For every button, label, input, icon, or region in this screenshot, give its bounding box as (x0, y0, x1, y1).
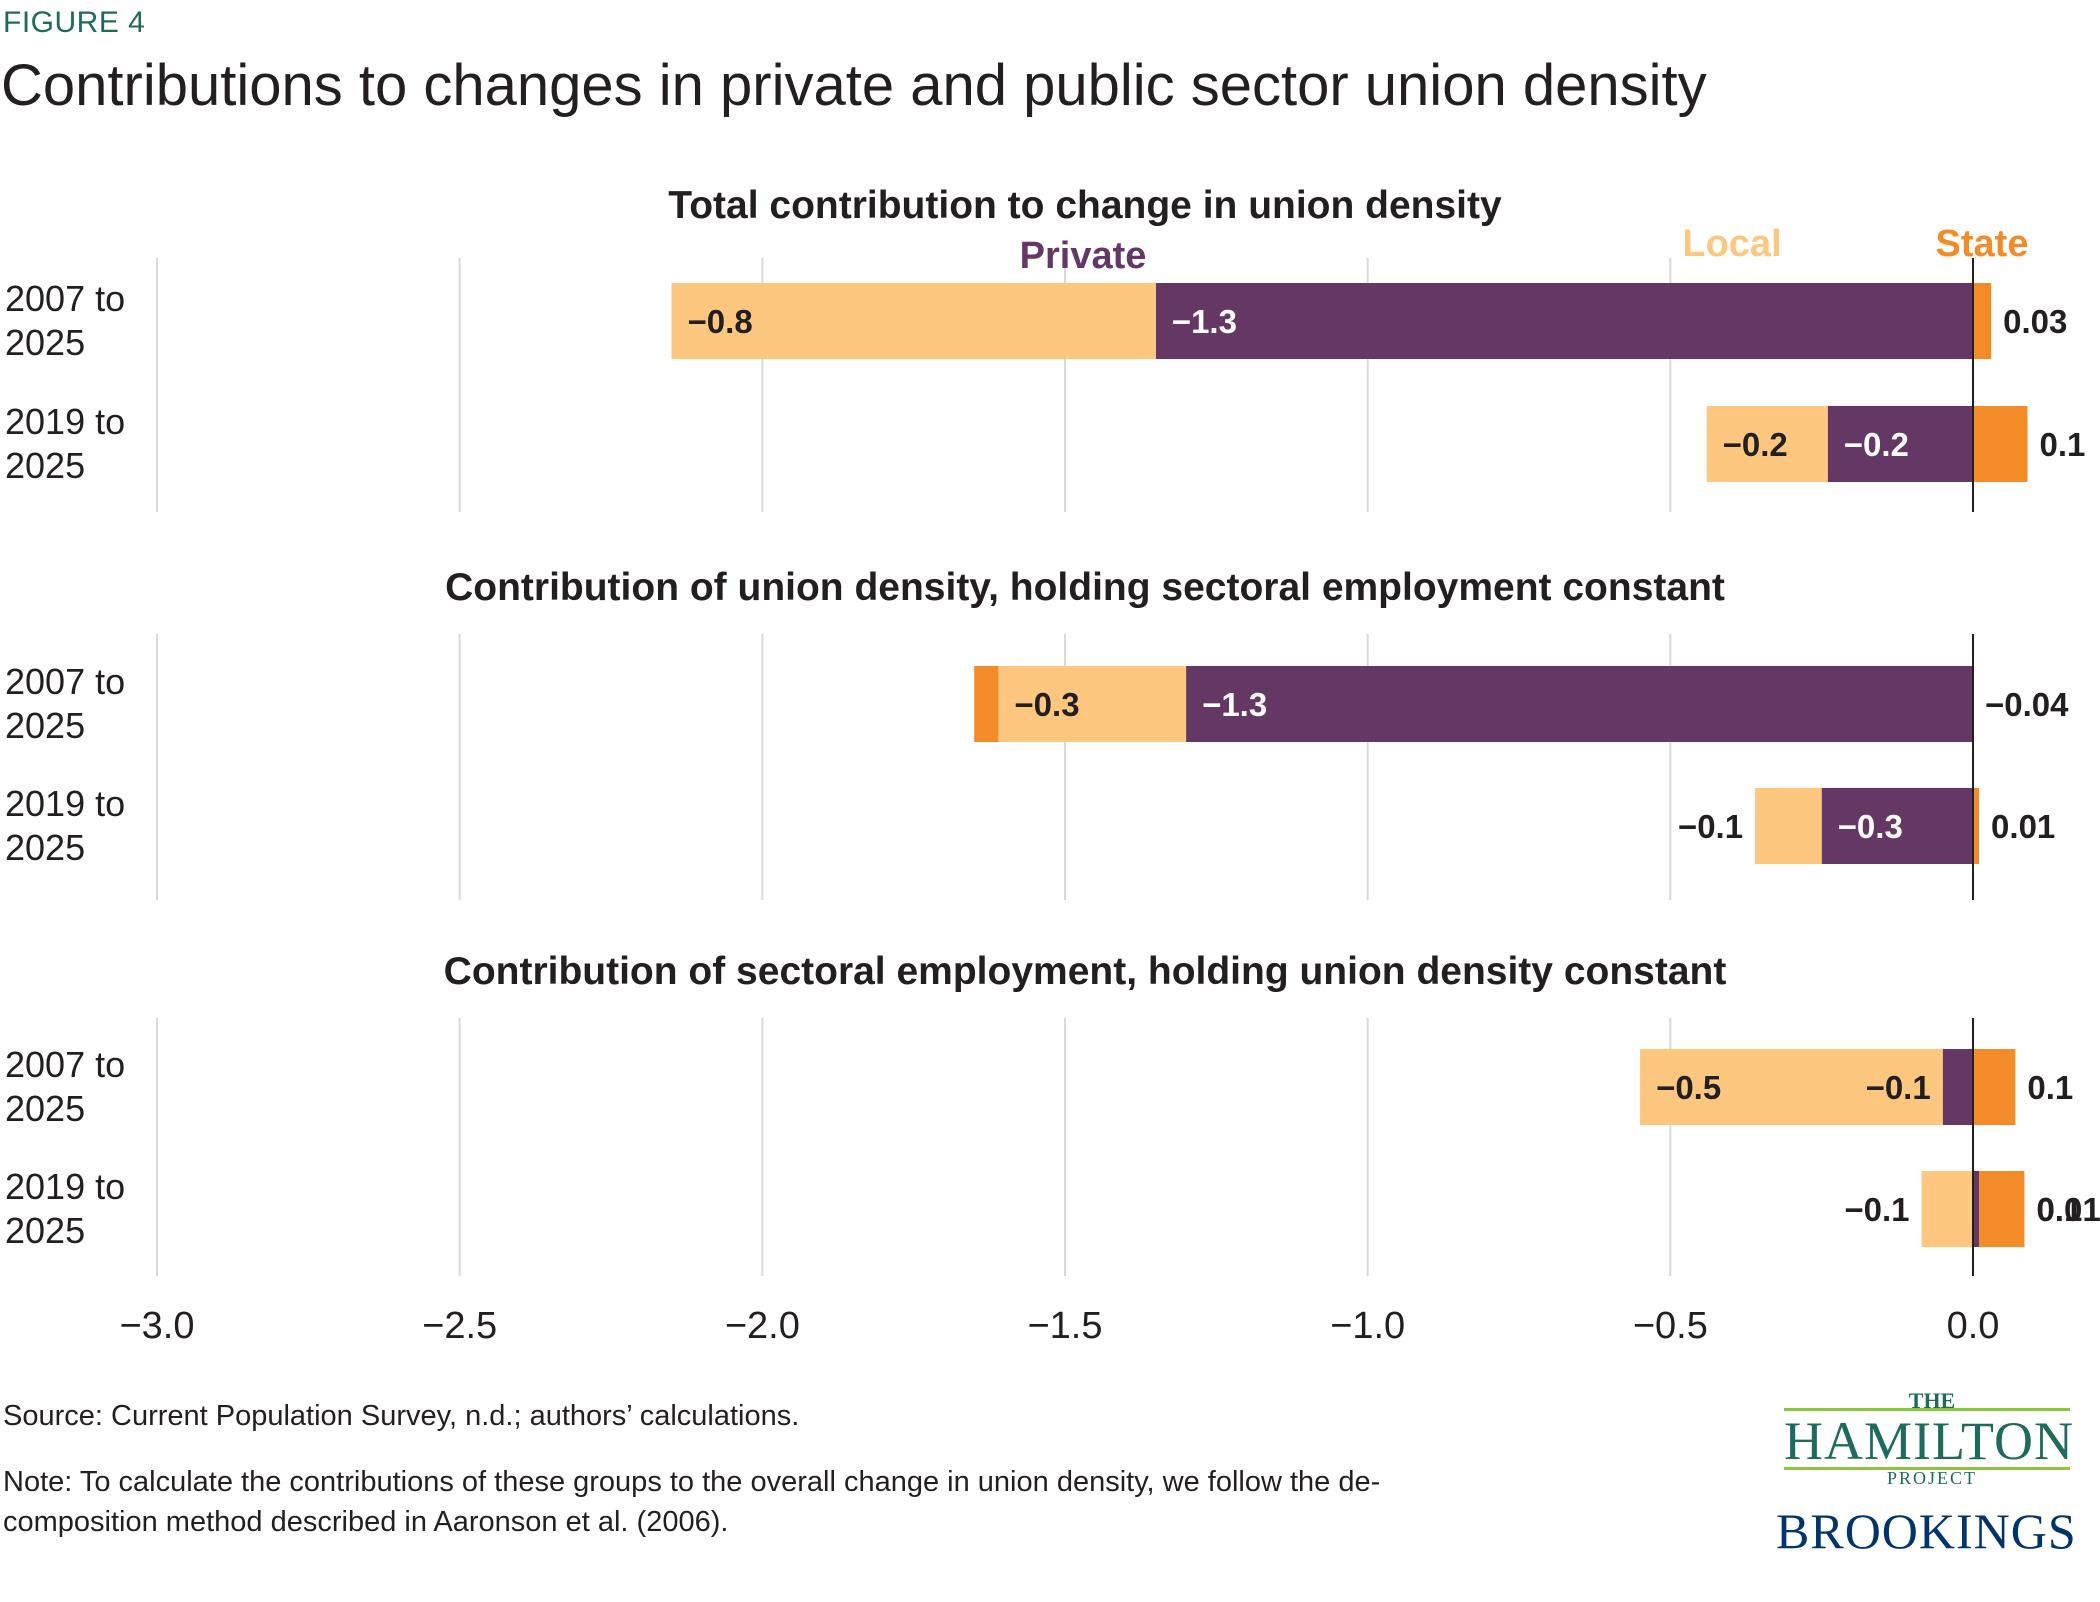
bar-label-local: −0.8 (688, 303, 753, 340)
legend-local: Local (1682, 223, 1781, 265)
bar-label-local: −0.5 (1656, 1069, 1721, 1106)
bar-label-private: −0.3 (1838, 808, 1903, 845)
bar-label-state: 0.1 (2036, 1191, 2082, 1228)
bar-label-private: −1.3 (1172, 303, 1237, 340)
x-tick-label: −2.0 (725, 1305, 800, 1347)
panel-title: Total contribution to change in union de… (668, 184, 1502, 227)
x-tick-label: −0.5 (1633, 1305, 1708, 1347)
bar-private (1821, 788, 1973, 864)
bar-private (1186, 666, 1973, 742)
bar-label-state: 0.01 (1991, 808, 2055, 845)
gridlines (156, 258, 1672, 1276)
bar-label-local: −0.1 (1844, 1191, 1909, 1228)
bar-local (1706, 406, 1828, 482)
method-note-line-2: composition method described in Aaronson… (3, 1506, 729, 1538)
row-label: 2019 to 2025 (5, 1166, 125, 1251)
x-tick-label: −2.5 (422, 1305, 497, 1347)
bar-label-state: −0.04 (1985, 686, 2069, 723)
panel-title: Contribution of sectoral employment, hol… (444, 950, 1727, 993)
bar-label-local: −0.2 (1723, 426, 1788, 463)
row-label-line: 2025 (5, 827, 85, 868)
logo-project: PROJECT (1886, 1468, 1978, 1488)
x-tick-label: 0.0 (1947, 1305, 2000, 1347)
bar-local (998, 666, 1187, 742)
bar-local (671, 283, 1156, 359)
figure-label: FIGURE 4 (3, 6, 146, 39)
chart-title: Contributions to changes in private and … (1, 53, 1707, 118)
brookings-logo: BROOKINGS (1776, 1503, 2077, 1559)
row-label-line: 2025 (5, 445, 85, 486)
bar-private (1973, 1171, 1980, 1247)
row-label: 2019 to 2025 (5, 401, 125, 486)
bar-state (1973, 788, 1980, 864)
bar-state (1979, 1171, 2025, 1247)
bar-label-private: −0.1 (1866, 1069, 1931, 1106)
row-label-line: 2025 (5, 322, 85, 363)
row-label-line: 2025 (5, 1210, 85, 1251)
legend-state: State (1936, 223, 2029, 265)
x-tick-label: −3.0 (119, 1305, 194, 1347)
bar-private (1827, 406, 1973, 482)
bar-label-private: −1.3 (1202, 686, 1267, 723)
row-label: 2019 to 2025 (5, 783, 125, 868)
bar-label-private: 0.01 (2036, 1191, 2100, 1228)
bar-label-private: −0.2 (1844, 426, 1909, 463)
bar-label-state: 0.1 (2027, 1069, 2073, 1106)
bar-state (1973, 283, 1992, 359)
row-label-line: 2007 to (5, 278, 125, 319)
row-label: 2007 to 2025 (5, 278, 125, 363)
bar-local (1755, 788, 1822, 864)
row-label-line: 2019 to (5, 783, 125, 824)
x-tick-label: −1.5 (1027, 1305, 1102, 1347)
bar-private (1155, 283, 1973, 359)
legend-private: Private (1020, 235, 1147, 277)
bar-state (1973, 406, 2028, 482)
bar-state (1973, 1049, 2016, 1125)
row-label-line: 2007 to (5, 1044, 125, 1085)
method-note: Note: To calculate the contributions of … (3, 1462, 1703, 1542)
row-label-line: 2025 (5, 1088, 85, 1129)
logo-rule (1784, 1408, 2070, 1470)
bar-label-local: −0.1 (1678, 808, 1743, 845)
method-note-line-1: Note: To calculate the contributions of … (3, 1466, 1381, 1498)
bar-state (974, 666, 999, 742)
bar-label-state: 0.03 (2003, 303, 2067, 340)
bar-label-state: 0.1 (2039, 426, 2085, 463)
panel-title: Contribution of union density, holding s… (445, 566, 1725, 609)
bars (671, 283, 2028, 1247)
x-tick-label: −1.0 (1330, 1305, 1405, 1347)
logo-hamilton: HAMILTON (1784, 1411, 2075, 1471)
row-label-line: 2019 to (5, 401, 125, 442)
chart-svg: Total contribution to change in union de… (5, 184, 2100, 1347)
row-label: 2007 to 2025 (5, 1044, 125, 1129)
source-note: Source: Current Population Survey, n.d.;… (3, 1400, 800, 1432)
row-label: 2007 to 2025 (5, 661, 125, 746)
bar-local (1921, 1171, 1973, 1247)
chart-text: Total contribution to change in union de… (5, 184, 2100, 1347)
bar-local (1640, 1049, 1943, 1125)
row-label-line: 2007 to (5, 661, 125, 702)
row-label-line: 2019 to (5, 1166, 125, 1207)
bar-label-local: −0.3 (1014, 686, 1079, 723)
bar-private (1942, 1049, 1973, 1125)
row-label-line: 2025 (5, 705, 85, 746)
